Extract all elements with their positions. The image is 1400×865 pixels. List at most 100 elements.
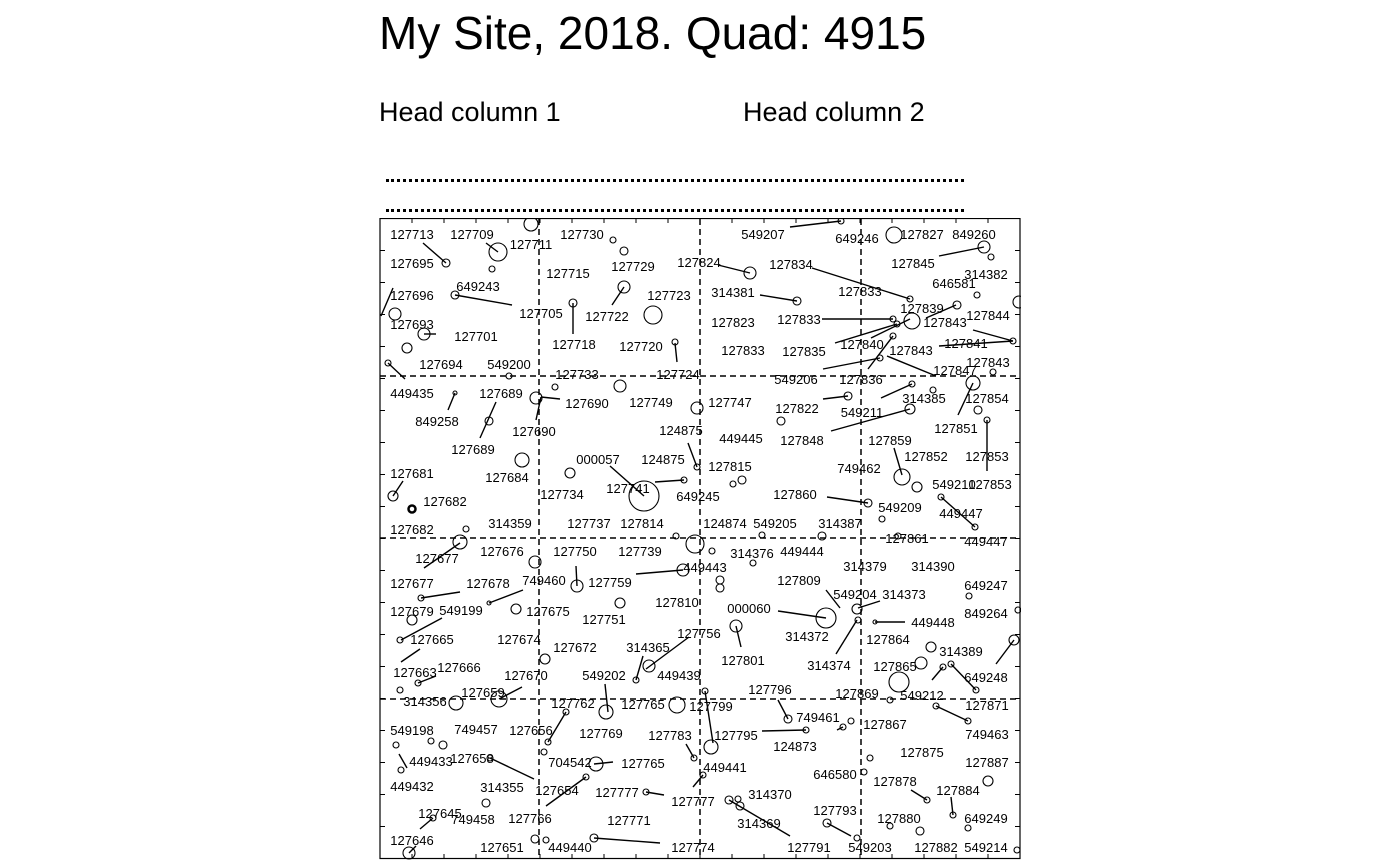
- tree-label: 127737: [567, 516, 610, 531]
- tree-label: 127836: [839, 372, 882, 387]
- tree-label: 127694: [419, 357, 462, 372]
- tree-label: 449441: [703, 760, 746, 775]
- tree-label: 127865: [873, 659, 916, 674]
- tree-label: 127734: [540, 487, 583, 502]
- tree-label: 127869: [835, 686, 878, 701]
- tree-label: 127705: [519, 306, 562, 321]
- tree-label: 127884: [936, 783, 979, 798]
- tree-label: 646581: [932, 276, 975, 291]
- tree-label: 649243: [456, 279, 499, 294]
- tree-label: 127729: [611, 259, 654, 274]
- tree-circles: [384, 218, 1021, 860]
- tree-label: 127651: [480, 840, 523, 855]
- tree-label: 127659: [461, 685, 504, 700]
- tree-label: 127751: [582, 612, 625, 627]
- tree-label: 127670: [504, 668, 547, 683]
- tree-label: 314379: [843, 559, 886, 574]
- tree-label: 127867: [863, 717, 906, 732]
- tree-label: 314385: [902, 391, 945, 406]
- tree-label: 127690: [565, 396, 608, 411]
- tree-label: 127859: [868, 433, 911, 448]
- tree-label: 314376: [730, 546, 773, 561]
- tree-label: 749463: [965, 727, 1008, 742]
- tree-label: 549207: [741, 227, 784, 242]
- dotted-line-2: [386, 209, 964, 212]
- tree-label: 849260: [952, 227, 995, 242]
- ticks: [379, 218, 1021, 859]
- tree-label: 127815: [708, 459, 751, 474]
- tree-label: 127739: [618, 544, 661, 559]
- tree-label: 127747: [708, 395, 751, 410]
- tree-label: 127835: [782, 344, 825, 359]
- tree-label: 127658: [450, 751, 493, 766]
- tree-label: 127724: [656, 367, 699, 382]
- tree-label: 127678: [466, 576, 509, 591]
- tree-label: 449433: [409, 754, 452, 769]
- tree-label: 127847: [933, 363, 976, 378]
- tree-label: 127645: [418, 806, 461, 821]
- tree-label: 549210: [932, 477, 975, 492]
- tree-label: 127880: [877, 811, 920, 826]
- tree-label: 127860: [773, 487, 816, 502]
- tree-map: 127713 127709 127711 127730 549207 649246 1278…: [379, 218, 1021, 860]
- tree-label: 124875: [659, 423, 702, 438]
- tree-label: 127801: [721, 653, 764, 668]
- tree-label: 127679: [390, 604, 433, 619]
- tree-label: 127777: [671, 794, 714, 809]
- tree-label: 124873: [773, 739, 816, 754]
- tree-label: 127762: [551, 696, 594, 711]
- tree-label: 127774: [671, 840, 714, 855]
- tree-label: 127682: [423, 494, 466, 509]
- tree-label: 127841: [944, 336, 987, 351]
- tree-label: 549204: [833, 587, 876, 602]
- tree-label: 127833: [838, 284, 881, 299]
- tree-label: 127722: [585, 309, 628, 324]
- tree-label: 127681: [390, 466, 433, 481]
- tree-label: 127833: [721, 343, 764, 358]
- tree-label: 314381: [711, 285, 754, 300]
- tree-label: 127693: [390, 317, 433, 332]
- tree-label: 127844: [966, 308, 1009, 323]
- tree-label: 127851: [934, 421, 977, 436]
- tree-label: 449448: [911, 615, 954, 630]
- tree-label: 127809: [777, 573, 820, 588]
- tree-label: 127853: [965, 449, 1008, 464]
- tree-label: 127843: [923, 315, 966, 330]
- tree-label: 127799: [689, 699, 732, 714]
- tree-label: 449440: [548, 840, 591, 855]
- tree-label: 649245: [676, 489, 719, 504]
- tree-label: 449444: [780, 544, 823, 559]
- tree-label: 127845: [891, 256, 934, 271]
- tree-label: 127665: [410, 632, 453, 647]
- tree-label: 649249: [964, 811, 1007, 826]
- tree-labels: 127713 127709 127711 127730 549207 649246 1278…: [390, 227, 1011, 855]
- tree-label: 127771: [607, 813, 650, 828]
- tree-label: 449435: [390, 386, 433, 401]
- tree-label: 127750: [553, 544, 596, 559]
- tree-label: 449445: [719, 431, 762, 446]
- highlight-circle: [407, 504, 417, 514]
- tree-label: 127840: [840, 337, 883, 352]
- tree-label: 549199: [439, 603, 482, 618]
- tree-label: 127848: [780, 433, 823, 448]
- tree-label: 127833: [777, 312, 820, 327]
- tree-label: 127796: [748, 682, 791, 697]
- tree-label: 127741: [606, 481, 649, 496]
- tree-label: 127810: [655, 595, 698, 610]
- tree-label: 127823: [711, 315, 754, 330]
- tree-label: 549203: [848, 840, 891, 855]
- tree-label: 549206: [774, 372, 817, 387]
- tree-label: 127783: [648, 728, 691, 743]
- tree-label: 127795: [714, 728, 757, 743]
- tree-label: 127864: [866, 632, 909, 647]
- tree-label: 127674: [497, 632, 540, 647]
- tree-label: 127684: [485, 470, 528, 485]
- tree-label: 127690: [512, 424, 555, 439]
- tree-label: 314370: [748, 787, 791, 802]
- tree-label: 749461: [796, 710, 839, 725]
- tree-label: 449447: [964, 534, 1007, 549]
- tree-label: 749458: [451, 812, 494, 827]
- tree-label: 549214: [964, 840, 1007, 855]
- tree-label: 124875: [641, 452, 684, 467]
- tree-label: 127756: [677, 626, 720, 641]
